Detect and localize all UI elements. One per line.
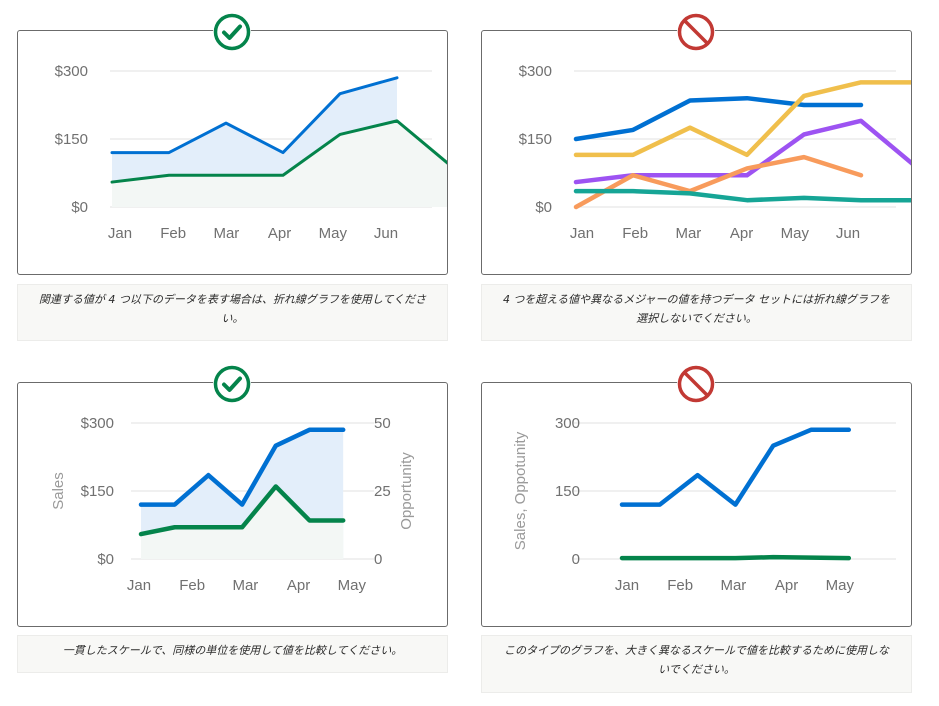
x-tick-label: Feb bbox=[622, 225, 648, 242]
x-tick-label: Mar bbox=[232, 577, 258, 594]
y-axis-title: Sales bbox=[50, 472, 67, 510]
x-tick-label: Feb bbox=[179, 577, 205, 594]
x-tick-label: Feb bbox=[667, 577, 693, 594]
guideline-caption: 4 つを超える値や異なるメジャーの値を持つデータ セットには折れ線グラフを選択し… bbox=[481, 284, 912, 341]
chart-card: $300 $150 $0 50 25 0 Jan Feb Mar Apr May Sales Oppor… bbox=[17, 382, 448, 627]
x-tick-label: Apr bbox=[730, 225, 753, 242]
x-tick-label: May bbox=[319, 225, 348, 242]
y-tick-label: $0 bbox=[71, 199, 88, 216]
x-tick-label: Apr bbox=[287, 577, 310, 594]
x-tick-label: Feb bbox=[160, 225, 186, 242]
prohibited-icon bbox=[677, 13, 715, 51]
series-line bbox=[138, 484, 346, 537]
y-tick-label: 300 bbox=[555, 415, 580, 432]
chart-card: $300 $150 $0 Jan Feb Mar Apr May Jun bbox=[481, 30, 912, 275]
chart-card: 300 150 0 Jan Feb Mar Apr May Sales, Oppotunity bbox=[481, 382, 912, 627]
dual-axis-chart: $300 $150 $0 50 25 0 Jan Feb Mar Apr May Sales Oppor… bbox=[50, 415, 415, 594]
check-icon bbox=[213, 13, 251, 51]
x-tick-label: Jan bbox=[615, 577, 639, 594]
guideline-caption: このタイプのグラフを、大きく異なるスケールで値を比較するために使用しないでくださ… bbox=[481, 635, 912, 693]
x-tick-label: May bbox=[826, 577, 855, 594]
guideline-caption: 一貫したスケールで、同様の単位を使用して値を比較してください。 bbox=[17, 635, 448, 673]
series-line bbox=[619, 554, 852, 561]
series-line bbox=[138, 427, 346, 507]
x-tick-label: Jun bbox=[374, 225, 398, 242]
y-tick-label: $150 bbox=[55, 131, 88, 148]
series-line bbox=[619, 427, 852, 507]
prohibited-icon bbox=[677, 365, 715, 403]
y-tick-label: $0 bbox=[97, 551, 114, 568]
y-tick-label: 0 bbox=[572, 551, 580, 568]
y-tick-label: $300 bbox=[519, 63, 552, 80]
series-line bbox=[110, 119, 447, 184]
x-tick-label: May bbox=[338, 577, 367, 594]
x-tick-label: Mar bbox=[675, 225, 701, 242]
y-tick-label: $0 bbox=[535, 199, 552, 216]
y2-tick-label: 50 bbox=[374, 415, 391, 432]
series-line bbox=[573, 188, 911, 203]
y-tick-label: $150 bbox=[81, 483, 114, 500]
x-tick-label: May bbox=[781, 225, 810, 242]
line-chart: $300 $150 $0 Jan Feb Mar Apr May Jun bbox=[519, 63, 911, 242]
y-tick-label: 150 bbox=[555, 483, 580, 500]
x-tick-label: Jan bbox=[570, 225, 594, 242]
y-axis-title: Sales, Oppotunity bbox=[512, 431, 529, 550]
x-tick-label: Apr bbox=[775, 577, 798, 594]
y2-axis-title: Opportunity bbox=[398, 452, 415, 530]
line-chart: 300 150 0 Jan Feb Mar Apr May Sales, Oppotunity bbox=[512, 415, 896, 594]
y2-tick-label: 25 bbox=[374, 483, 391, 500]
x-tick-label: Jan bbox=[127, 577, 151, 594]
y-tick-label: $150 bbox=[519, 131, 552, 148]
series-area bbox=[112, 120, 447, 207]
series-line bbox=[573, 95, 864, 142]
line-chart: $300 $150 $0 Jan Feb Mar Apr May Jun bbox=[55, 63, 447, 242]
series-line bbox=[573, 154, 864, 210]
y-tick-label: $300 bbox=[81, 415, 114, 432]
y2-tick-label: 0 bbox=[374, 551, 382, 568]
series-line bbox=[573, 80, 911, 158]
x-tick-label: Apr bbox=[268, 225, 291, 242]
x-tick-label: Mar bbox=[213, 225, 239, 242]
check-icon bbox=[213, 365, 251, 403]
chart-card: $300 $150 $0 Jan Feb Mar Apr May Jun bbox=[17, 30, 448, 275]
x-tick-label: Mar bbox=[720, 577, 746, 594]
x-tick-label: Jan bbox=[108, 225, 132, 242]
x-tick-label: Jun bbox=[836, 225, 860, 242]
guideline-caption: 関連する値が 4 つ以下のデータを表す場合は、折れ線グラフを使用してください。 bbox=[17, 284, 448, 341]
series-line bbox=[110, 76, 399, 155]
y-tick-label: $300 bbox=[55, 63, 88, 80]
